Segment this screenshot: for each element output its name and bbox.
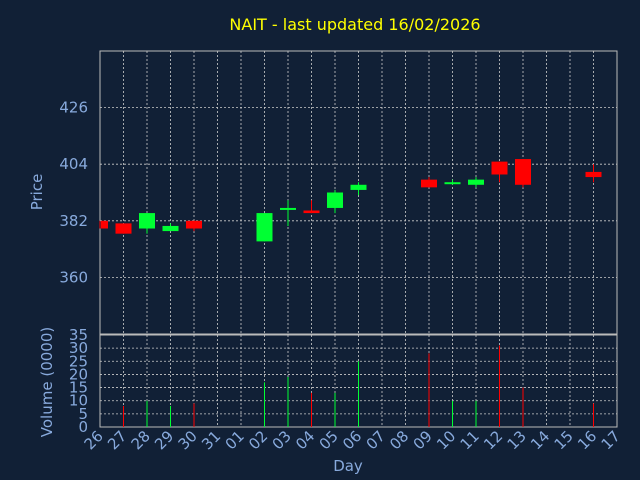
x-tick-label: 30 [175,427,201,453]
x-tick-label: 10 [433,427,459,453]
candle-body [256,213,273,242]
candle-body [444,182,461,185]
x-tick-label: 06 [339,427,365,453]
x-tick-label: 05 [316,427,342,453]
candle-body [101,220,108,229]
x-tick-label: 07 [363,427,389,453]
plot-layer: 3603824044260510152025303526272829303101… [59,50,624,453]
volume-tick-label: 5 [78,405,88,423]
x-tick-label: 29 [151,427,177,453]
candle-body [327,192,343,208]
price-tick-label: 426 [59,99,88,117]
x-tick-label: 11 [457,427,483,453]
x-tick-label: 02 [245,427,271,453]
x-tick-label: 31 [198,427,224,453]
x-tick-label: 09 [410,427,436,453]
x-tick-label: 14 [527,427,553,453]
candle-body [585,171,602,178]
candle-body [421,179,437,188]
candle-body [115,223,132,234]
volume-tick-label: 25 [69,352,88,370]
x-tick-label: 28 [128,427,154,453]
volume-tick-label: 0 [78,418,88,436]
candle-body [303,210,320,214]
candle-body [162,225,179,232]
price-tick-label: 360 [59,268,88,286]
chart-title: NAIT - last updated 16/02/2026 [229,15,480,34]
x-tick-label: 16 [574,427,600,453]
x-tick-label: 04 [292,427,318,453]
candle-body [186,220,202,229]
candle-body [515,159,531,185]
candle-body [468,179,484,185]
volume-tick-label: 15 [69,379,88,397]
x-axis-label: Day [333,457,363,475]
price-axis-label: Price [28,174,46,211]
price-tick-label: 404 [59,155,88,173]
x-tick-label: 17 [598,427,624,453]
volume-tick-label: 35 [69,326,88,344]
x-tick-label: 03 [269,427,295,453]
candle-body [350,184,367,190]
volume-axis-label: Volume (0000) [38,327,56,437]
price-tick-label: 382 [59,212,88,230]
volume-tick-label: 30 [69,339,88,357]
volume-tick-label: 10 [69,392,88,410]
candle-body [139,213,155,229]
x-tick-label: 08 [386,427,412,453]
x-tick-label: 01 [222,427,248,453]
x-tick-label: 15 [551,427,577,453]
x-tick-label: 27 [104,427,130,453]
candle-body [280,207,296,210]
x-tick-label: 13 [504,427,530,453]
x-tick-label: 12 [480,427,506,453]
candle-body [491,161,508,175]
volume-tick-label: 20 [69,365,88,383]
